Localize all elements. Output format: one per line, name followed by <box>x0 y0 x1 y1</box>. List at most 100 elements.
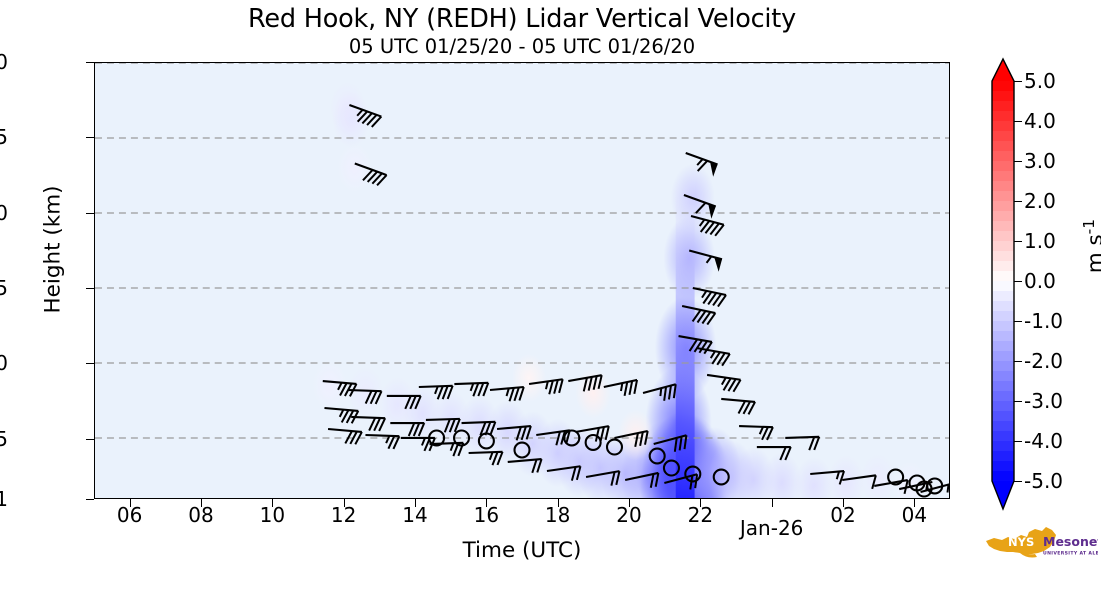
wind-barb <box>575 425 610 442</box>
wind-barb <box>756 445 792 461</box>
wind-barb <box>418 384 454 400</box>
y-tick-label-6: 3.0 <box>0 50 8 74</box>
colorbar-tick-label-2: 3.0 <box>1024 149 1056 173</box>
x-tick-mark <box>557 499 559 507</box>
wind-barb <box>785 435 821 451</box>
logo-brand-text: NYS <box>1008 535 1034 549</box>
colorbar-band <box>992 81 1014 92</box>
wind-barb <box>390 421 426 437</box>
colorbar-extend-min <box>992 481 1014 509</box>
wind-barb <box>920 483 949 494</box>
wind-barb <box>688 249 723 272</box>
y-axis-label: Height (km) <box>40 185 66 314</box>
colorbar-band <box>992 311 1014 322</box>
logo-divider <box>1038 533 1041 550</box>
colorbar-band <box>992 231 1014 242</box>
colorbar-tick-mark <box>1014 81 1022 82</box>
y-tick-label-4: 2.0 <box>0 200 8 225</box>
calm-wind-marker <box>605 438 624 456</box>
lidar-vertical-velocity-canvas <box>95 63 949 498</box>
wind-barb <box>496 424 532 441</box>
colorbar-band <box>992 221 1014 232</box>
colorbar-unit-text: m s <box>1083 234 1101 273</box>
colorbar-band <box>992 241 1014 252</box>
colorbar-band <box>992 361 1014 372</box>
x-tick-mark <box>201 499 202 507</box>
velocity-cell <box>347 366 384 420</box>
colorbar-band <box>992 121 1014 132</box>
y-tick-label-5: 2.5 <box>0 125 8 150</box>
colorbar-tick-mark <box>1014 361 1022 362</box>
barb-pennant <box>710 161 718 177</box>
colorbar-tick-label-7: -2.0 <box>1024 349 1064 373</box>
colorbar-band <box>992 251 1014 262</box>
colorbar-tick-mark <box>1014 401 1022 402</box>
x-tick-mark <box>914 499 916 507</box>
logo-affiliation-text: UNIVERSITY AT ALBANY <box>1043 551 1098 557</box>
wind-barb <box>351 415 387 432</box>
y-tick-mark <box>86 212 94 214</box>
colorbar-band <box>992 301 1014 312</box>
wind-barb <box>739 424 774 441</box>
x-axis-label: Time (UTC) <box>462 538 582 563</box>
wind-barb <box>624 471 660 488</box>
x-tick-label-0: 06 <box>116 503 143 527</box>
wind-barb <box>425 417 461 433</box>
plot-area <box>94 62 950 499</box>
wind-barb <box>568 374 603 392</box>
calm-wind-marker <box>662 459 680 477</box>
colorbar-tick-label-1: 4.0 <box>1024 109 1056 133</box>
wind-barb <box>685 152 718 177</box>
calm-wind-marker <box>648 447 666 465</box>
wind-barb <box>546 465 582 481</box>
colorbar-band <box>992 181 1014 192</box>
calm-wind-marker <box>584 433 602 451</box>
colorbar-tick-label-9: -4.0 <box>1024 429 1064 453</box>
wind-barb <box>642 383 677 401</box>
x-tick-label-2: 10 <box>259 503 286 527</box>
x-tick-label-6: 18 <box>544 503 571 527</box>
y-tick-mark <box>86 288 94 290</box>
calm-wind-marker <box>428 429 446 447</box>
colorbar-band <box>992 331 1014 342</box>
x-tick-label-4: 14 <box>402 503 428 527</box>
colorbar <box>991 57 1015 512</box>
wind-barb <box>721 397 756 415</box>
calm-wind-marker <box>915 480 933 498</box>
x-tick-mark <box>629 499 630 507</box>
calm-wind-marker <box>453 429 471 447</box>
wind-barb <box>347 388 383 405</box>
wind-barb <box>386 394 422 410</box>
barb-pennant <box>708 203 716 219</box>
wind-barb <box>489 385 525 402</box>
wind-barb <box>706 373 742 393</box>
wind-barb <box>354 162 388 187</box>
logo-name-text: Mesonet <box>1043 534 1098 549</box>
colorbar-band <box>992 261 1014 272</box>
colorbar-tick-mark <box>1014 321 1022 322</box>
calm-wind-marker <box>887 468 905 486</box>
wind-barb <box>683 194 717 219</box>
colorbar-band <box>992 191 1014 202</box>
y-tick-label-0: 0.1 <box>0 487 8 511</box>
colorbar-tick-mark <box>1014 161 1022 162</box>
colorbar-tick-mark <box>1014 441 1022 442</box>
x-tick-label-5: 16 <box>473 503 500 527</box>
wind-barb <box>696 346 731 367</box>
logo-state-tail <box>1020 552 1037 558</box>
colorbar-band <box>992 101 1014 112</box>
velocity-cell <box>826 454 865 498</box>
nys-mesonet-logo: NYS Mesonet UNIVERSITY AT ALBANY <box>980 521 1098 571</box>
colorbar-band <box>992 421 1014 432</box>
x-tick-mark <box>700 499 702 507</box>
colorbar-band <box>992 441 1014 452</box>
chart-subtitle: 05 UTC 01/25/20 - 05 UTC 01/26/20 <box>348 35 696 58</box>
wind-barb <box>614 429 649 448</box>
x-tick-label-8: 22 <box>687 503 714 527</box>
velocity-cell <box>617 409 654 461</box>
wind-barb <box>528 378 564 395</box>
colorbar-band <box>992 111 1014 122</box>
y-tick-mark <box>86 363 94 365</box>
y-tick-label-2: 1.0 <box>0 351 8 376</box>
colorbar-band <box>992 151 1014 162</box>
